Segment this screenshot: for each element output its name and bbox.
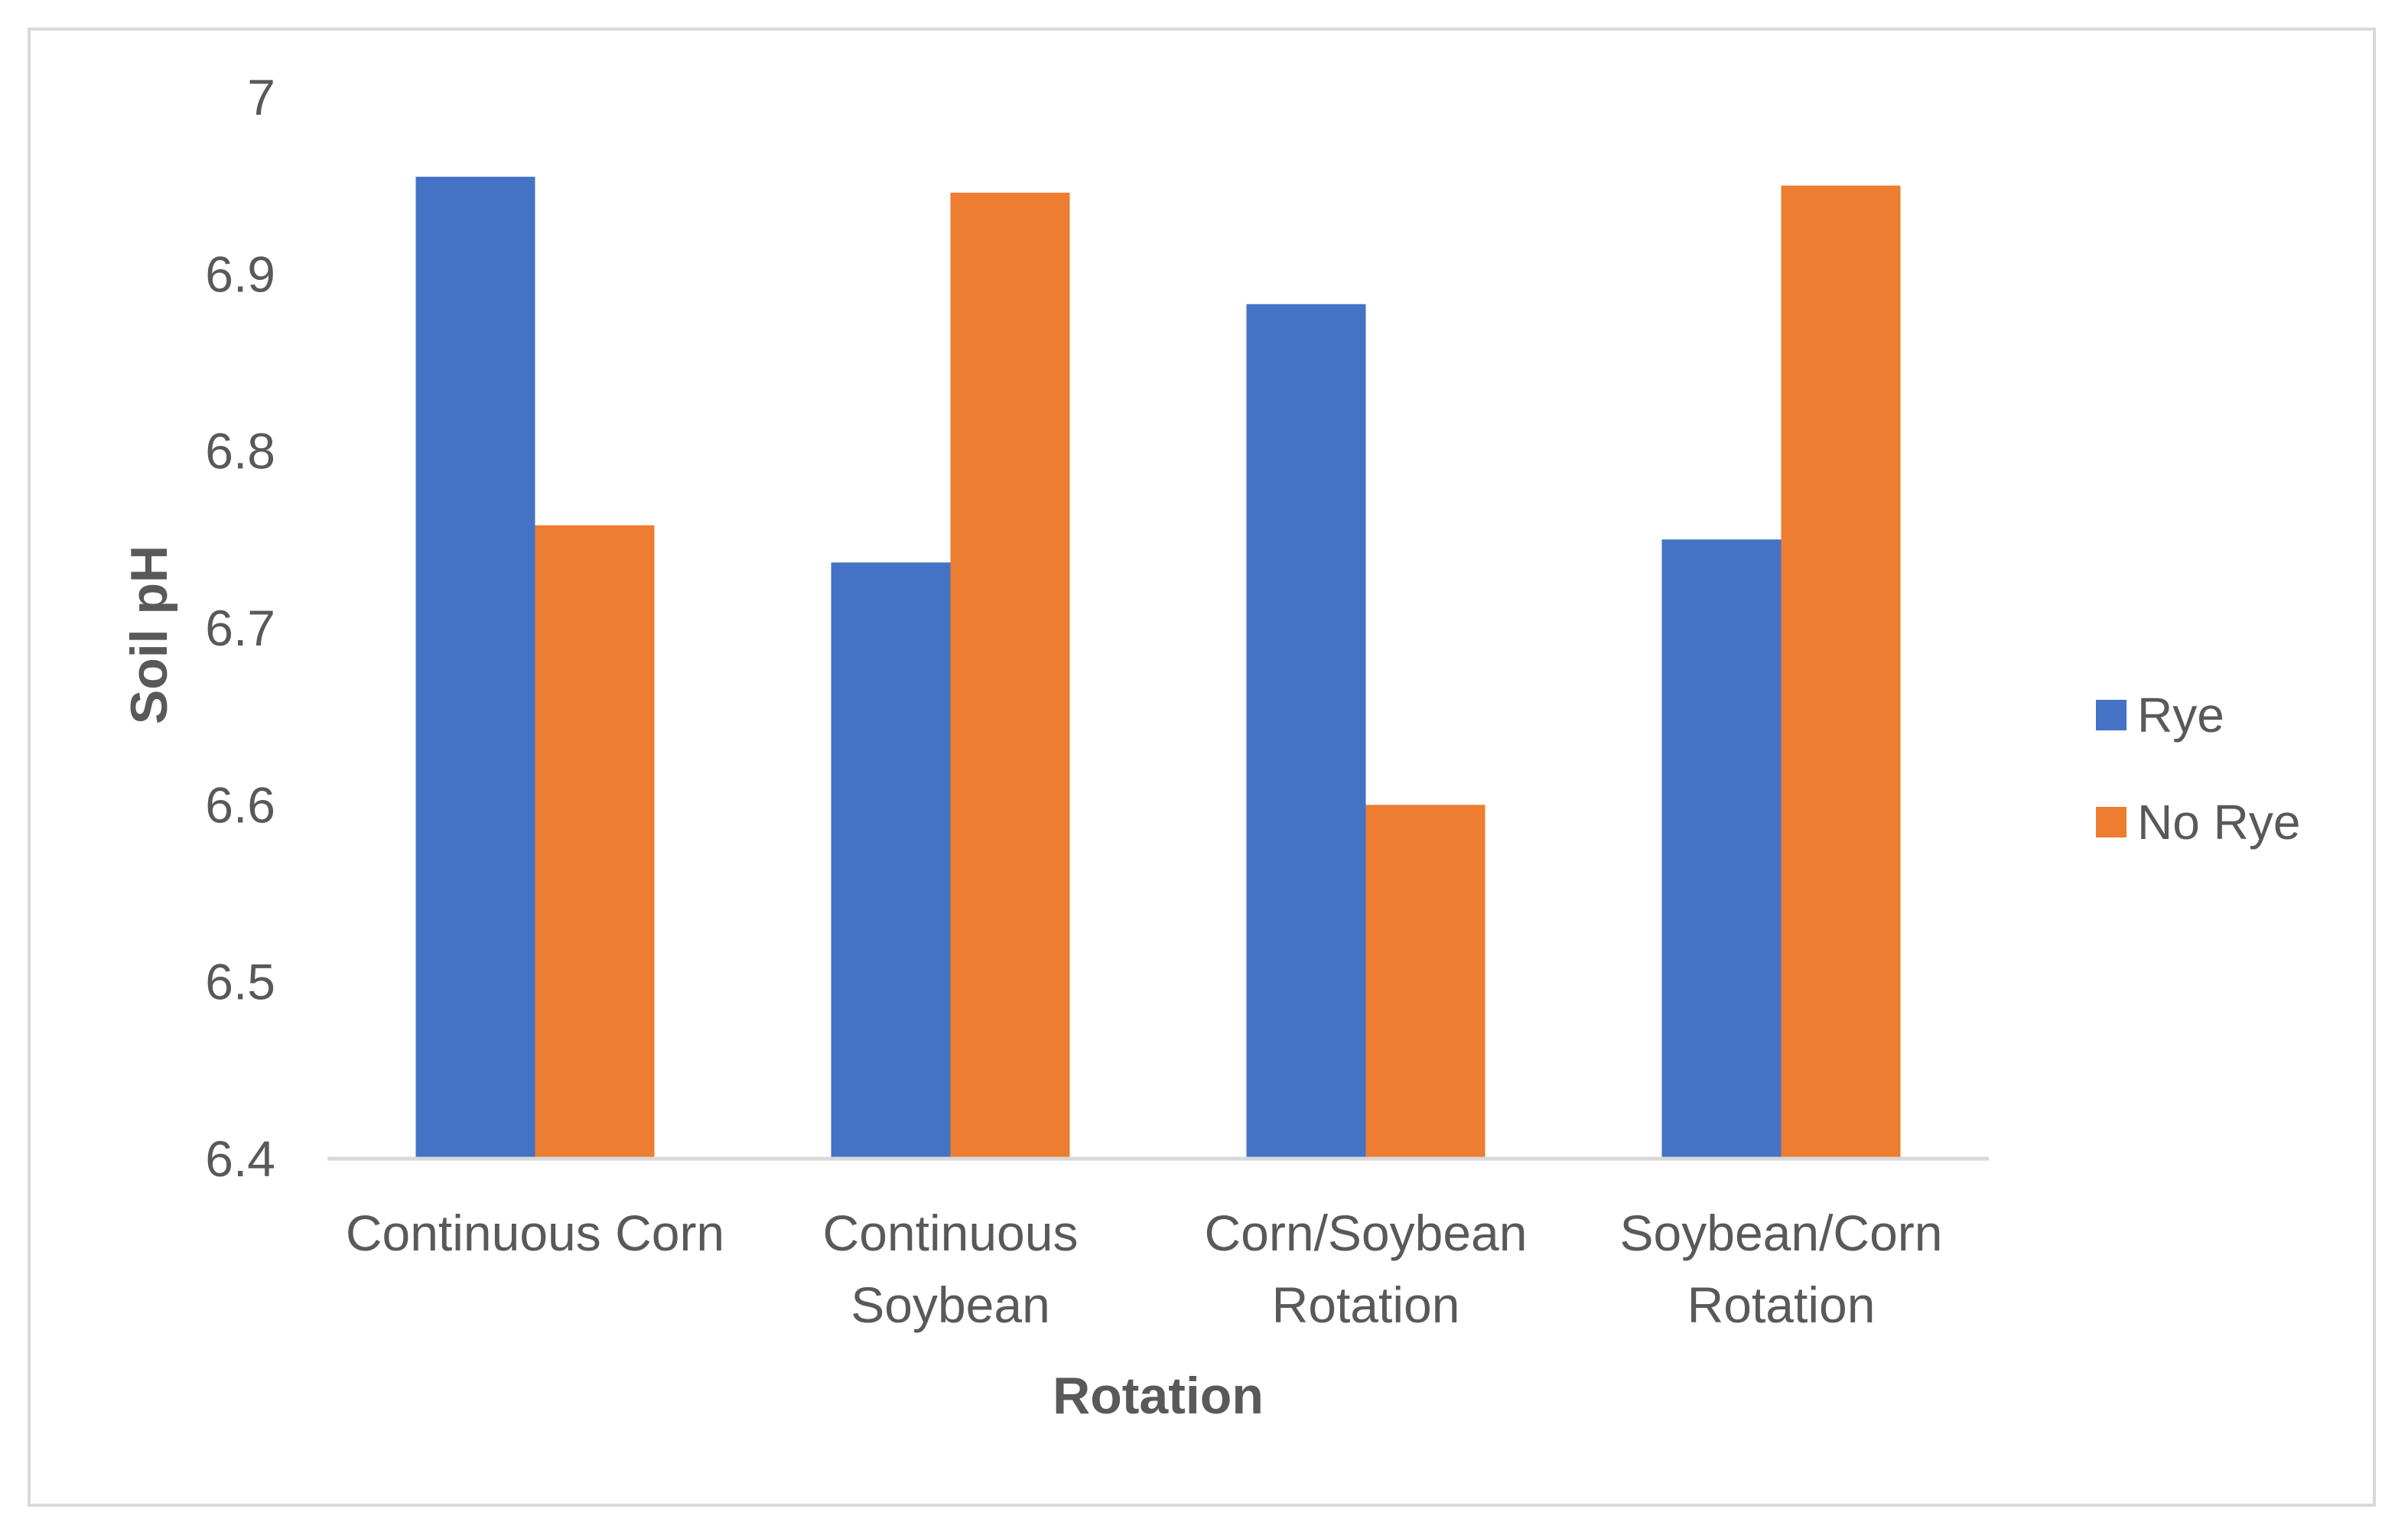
- legend-swatch-rye: [2096, 700, 2127, 730]
- bar-rye-2: [1246, 304, 1366, 1159]
- x-axis-title: Rotation: [1053, 1367, 1264, 1425]
- bar-no-rye-0: [535, 525, 655, 1159]
- x-category-label: Soybean: [851, 1276, 1050, 1333]
- bar-rye-3: [1661, 539, 1782, 1159]
- y-axis-ticks: 6.4 6.5 6.6 6.7 6.8 6.9 7: [205, 69, 275, 1187]
- y-axis-title: Soil pH: [120, 545, 178, 724]
- bar-no-rye-1: [950, 192, 1070, 1159]
- y-tick-label: 6.7: [205, 600, 275, 656]
- bar-no-rye-2: [1365, 805, 1485, 1159]
- legend: Rye No Rye: [2096, 688, 2300, 850]
- x-category-label: Soybean/Corn: [1620, 1205, 1943, 1261]
- legend-label-rye: Rye: [2137, 688, 2224, 743]
- bars: [415, 177, 1901, 1159]
- x-axis-category-labels: Continuous Corn Continuous Soybean Corn/Soy…: [346, 1205, 1943, 1333]
- x-category-label: Continuous: [823, 1205, 1079, 1261]
- y-tick-label: 6.9: [205, 246, 275, 302]
- y-tick-label: 6.8: [205, 423, 275, 480]
- x-category-label: Continuous Corn: [346, 1205, 724, 1261]
- legend-swatch-no-rye: [2096, 807, 2127, 837]
- x-category-label: Rotation: [1687, 1276, 1876, 1333]
- x-category-label: Corn/Soybean: [1205, 1205, 1528, 1261]
- x-category-label: Rotation: [1272, 1276, 1460, 1333]
- y-tick-label: 6.4: [205, 1130, 275, 1187]
- legend-label-no-rye: No Rye: [2137, 795, 2300, 850]
- y-tick-label: 7: [247, 69, 275, 125]
- bar-no-rye-3: [1781, 185, 1901, 1159]
- y-tick-label: 6.5: [205, 954, 275, 1010]
- bar-rye-0: [415, 177, 535, 1159]
- y-tick-label: 6.6: [205, 776, 275, 833]
- bar-rye-1: [831, 562, 951, 1159]
